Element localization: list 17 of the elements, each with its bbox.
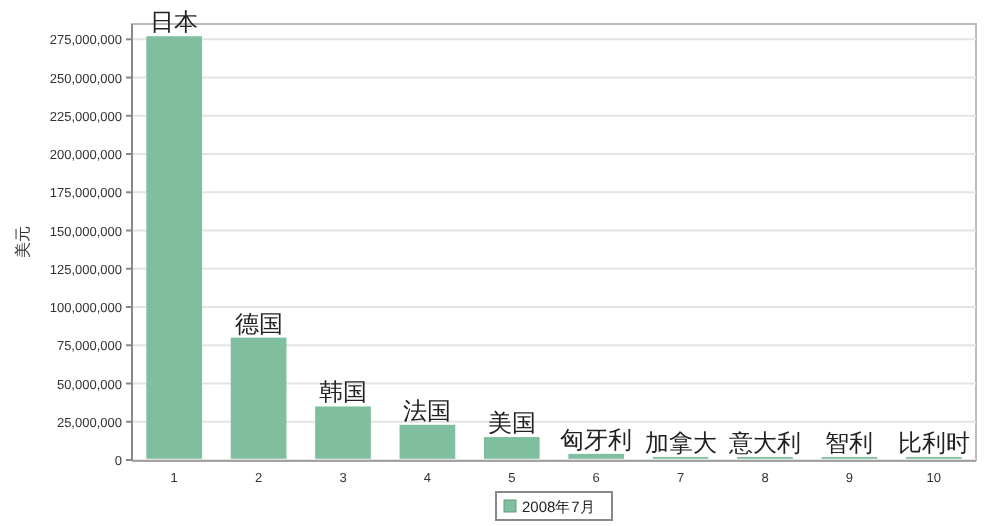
bar: [399, 424, 456, 459]
annotation: 德国: [234, 309, 283, 338]
annotation: 日本: [150, 8, 199, 37]
annotation: 韩国: [319, 378, 367, 407]
y-axis-title: 美元: [14, 226, 32, 258]
annotation: 比利时: [897, 428, 970, 457]
bar: [568, 453, 625, 459]
annotation: 法国: [403, 396, 452, 425]
annotation: 加拿大: [644, 428, 717, 457]
bar: [483, 437, 540, 459]
annotation: 智利: [825, 428, 874, 457]
bar: [146, 36, 203, 459]
bar: [315, 406, 371, 459]
annotation: 意大利: [727, 428, 801, 457]
annotation: 美国: [487, 409, 536, 438]
annotation: 匈牙利: [560, 425, 633, 454]
bar: [230, 337, 287, 459]
